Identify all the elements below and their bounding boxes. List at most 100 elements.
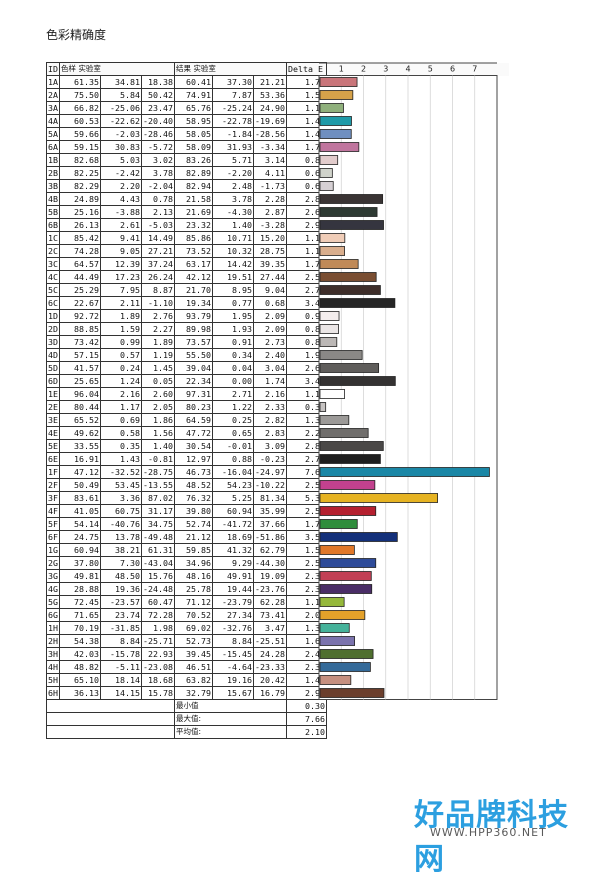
result-lab-value: 0.91: [211, 335, 254, 349]
result-lab-value: 85.86: [173, 231, 213, 245]
sample-lab-value: 2.13: [141, 205, 175, 219]
sample-lab-value: -25.06: [100, 101, 142, 115]
sample-lab-value: 73.42: [59, 335, 101, 349]
result-lab-value: 2.87: [252, 205, 287, 219]
result-lab-value: -32.76: [211, 621, 254, 635]
patch-id: 5D: [46, 361, 60, 375]
table-row: 6B 26.13 2.61 -5.03 23.32 1.40 -3.28 2.90: [46, 218, 510, 232]
table-row: 1G 60.94 38.21 61.31 59.85 41.32 62.79 1.59: [46, 543, 510, 557]
x-tick-label: 7: [472, 65, 477, 74]
bar-1B: [319, 155, 339, 165]
result-lab-value: -4.64: [211, 660, 254, 674]
result-lab-value: -22.78: [211, 114, 254, 128]
patch-id: 2F: [46, 478, 60, 492]
result-lab-value: -25.24: [211, 101, 254, 115]
sample-lab-value: 0.58: [100, 426, 142, 440]
sample-lab-value: -3.88: [100, 205, 142, 219]
sample-lab-value: 22.67: [59, 296, 101, 310]
result-lab-value: 9.29: [211, 556, 254, 570]
bar-1D: [319, 311, 340, 321]
result-lab-value: 18.69: [211, 530, 254, 544]
sample-lab-value: 14.15: [100, 686, 142, 700]
table-row: 4F 41.05 60.75 31.17 39.80 60.94 35.99 2.55: [46, 504, 510, 518]
result-lab-value: 22.34: [173, 374, 213, 388]
summary-blank: [46, 699, 175, 713]
sample-lab-value: 47.12: [59, 465, 101, 479]
table-row: 2G 37.80 7.30 -43.04 34.96 9.29 -44.30 2.55: [46, 556, 510, 570]
sample-lab-value: 5.84: [100, 88, 142, 102]
sample-lab-value: 1.59: [100, 322, 142, 336]
bar-3F: [319, 493, 438, 503]
sample-lab-value: 60.47: [141, 595, 175, 609]
result-lab-value: -51.86: [252, 530, 287, 544]
sample-lab-value: 1.43: [100, 452, 142, 466]
sample-lab-value: 48.50: [100, 569, 142, 583]
result-lab-value: 19.34: [173, 296, 213, 310]
header-row: ID 色样 实验室 结果 实验室 Delta E: [46, 62, 510, 76]
sample-lab-value: 37.24: [141, 257, 175, 271]
bar-4E: [319, 428, 369, 438]
sample-lab-value: 14.49: [141, 231, 175, 245]
sample-lab-value: 57.15: [59, 348, 101, 362]
result-lab-value: 19.44: [211, 582, 254, 596]
result-lab-value: 39.45: [173, 647, 213, 661]
result-lab-value: 48.16: [173, 569, 213, 583]
bar-3D: [319, 337, 338, 347]
x-tick-label: 2: [361, 65, 366, 74]
result-lab-value: -24.97: [252, 465, 287, 479]
result-lab-value: 27.34: [211, 608, 254, 622]
patch-id: 6C: [46, 296, 60, 310]
result-lab-value: 19.51: [211, 270, 254, 284]
sample-lab-value: 2.20: [100, 179, 142, 193]
sample-lab-value: 25.29: [59, 283, 101, 297]
result-lab-value: 21.12: [173, 530, 213, 544]
result-lab-value: 2.71: [211, 387, 254, 401]
sample-lab-value: 28.88: [59, 582, 101, 596]
result-lab-value: -0.01: [211, 439, 254, 453]
sample-lab-value: -13.55: [141, 478, 175, 492]
table-row: 2D 88.85 1.59 2.27 89.98 1.93 2.09 0.88: [46, 322, 510, 336]
patch-id: 5G: [46, 595, 60, 609]
result-lab-value: 46.51: [173, 660, 213, 674]
result-lab-value: 3.09: [252, 439, 287, 453]
result-lab-value: -1.73: [252, 179, 287, 193]
result-lab-value: 52.73: [173, 634, 213, 648]
result-lab-value: 80.23: [173, 400, 213, 414]
sample-lab-value: 9.05: [100, 244, 142, 258]
sample-lab-value: 66.82: [59, 101, 101, 115]
result-lab-value: 39.35: [252, 257, 287, 271]
bar-5B: [319, 207, 378, 217]
sample-lab-value: 59.15: [59, 140, 101, 154]
sample-lab-value: 0.69: [100, 413, 142, 427]
patch-id: 4H: [46, 660, 60, 674]
result-lab-value: 73.52: [173, 244, 213, 258]
table-row: 6E 16.91 1.43 -0.81 12.97 0.88 -0.23 2.76: [46, 452, 510, 466]
result-lab-value: -2.20: [211, 166, 254, 180]
result-lab-value: 34.96: [173, 556, 213, 570]
result-lab-value: 82.89: [173, 166, 213, 180]
bar-6H: [319, 688, 385, 698]
sample-lab-value: 82.68: [59, 153, 101, 167]
bar-1F: [319, 467, 490, 477]
bar-4F: [319, 506, 377, 516]
result-lab-value: 19.16: [211, 673, 254, 687]
result-lab-value: -4.30: [211, 205, 254, 219]
result-lab-value: -1.84: [211, 127, 254, 141]
patch-id: 3B: [46, 179, 60, 193]
result-lab-value: 10.32: [211, 244, 254, 258]
bar-2C: [319, 246, 345, 256]
sample-lab-value: 65.10: [59, 673, 101, 687]
result-lab-value: 93.79: [173, 309, 213, 323]
result-lab-value: 58.95: [173, 114, 213, 128]
sample-lab-value: -0.81: [141, 452, 175, 466]
bar-2G: [319, 558, 377, 568]
result-lab-value: 71.12: [173, 595, 213, 609]
result-lab-value: 81.34: [252, 491, 287, 505]
result-lab-value: 58.09: [173, 140, 213, 154]
x-tick-label: 6: [450, 65, 455, 74]
sample-lab-value: 23.47: [141, 101, 175, 115]
header-result-lab: 结果 实验室: [173, 62, 287, 76]
summary-blank: [46, 725, 175, 739]
result-lab-value: 46.73: [173, 465, 213, 479]
result-lab-value: 2.82: [252, 413, 287, 427]
